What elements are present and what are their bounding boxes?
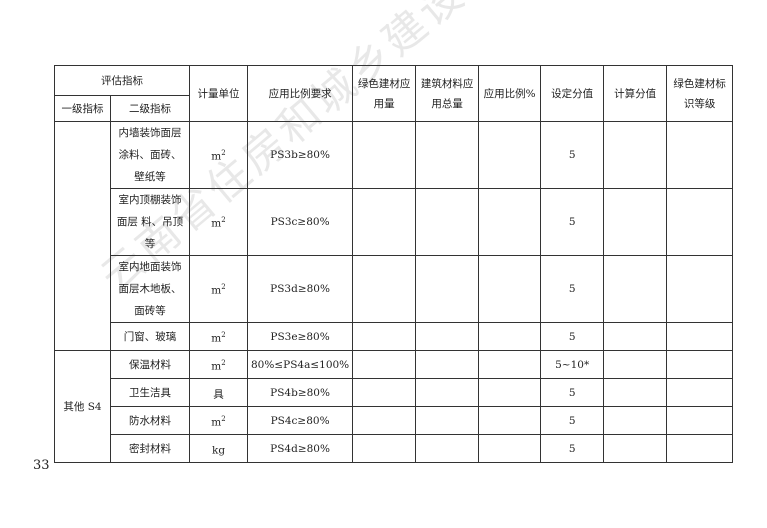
grade-cell bbox=[666, 378, 734, 407]
header-total-amount: 建筑材料应用总量 bbox=[415, 65, 480, 122]
set-score-cell: 5 bbox=[540, 434, 605, 463]
grade-cell bbox=[666, 434, 734, 463]
ratio-cell bbox=[478, 378, 542, 407]
green-amount-cell bbox=[352, 434, 417, 463]
header-ratio: 应用比例% bbox=[478, 65, 542, 122]
header-level2: 二级指标 bbox=[110, 95, 190, 122]
total-amount-cell bbox=[415, 121, 480, 189]
requirement-cell: PS4d≥80% bbox=[246, 434, 354, 463]
header-calc-score: 计算分值 bbox=[603, 65, 668, 122]
table-row: 其他 S4 保温材料 m2 80%≤PS4a≤100% 5~10* bbox=[54, 350, 734, 463]
header-unit: 计量单位 bbox=[189, 65, 248, 122]
requirement-cell: PS3e≥80% bbox=[246, 322, 354, 351]
requirement-cell: PS3b≥80% bbox=[246, 121, 354, 189]
green-amount-cell bbox=[352, 322, 417, 351]
unit-cell: kg bbox=[189, 434, 248, 463]
unit-cell: m2 bbox=[189, 350, 248, 379]
set-score-cell: 5~10* bbox=[540, 350, 605, 379]
level2-cell: 保温材料 bbox=[110, 350, 190, 379]
calc-score-cell bbox=[603, 188, 668, 256]
total-amount-cell bbox=[415, 434, 480, 463]
table-row: 防水材料 m2 PS4c≥80% 5 bbox=[55, 406, 734, 435]
header-grade: 绿色建材标识等级 bbox=[666, 65, 734, 122]
grade-cell bbox=[666, 350, 734, 379]
table-row: 密封材料 kg PS4d≥80% 5 bbox=[55, 434, 734, 463]
level2-cell: 室内顶棚装饰面层 料、吊顶等 bbox=[110, 188, 190, 256]
green-amount-cell bbox=[352, 188, 417, 256]
table-row: 门窗、玻璃 m2 PS3e≥80% 5 bbox=[55, 322, 734, 351]
ratio-cell bbox=[478, 255, 542, 323]
ratio-cell bbox=[478, 322, 542, 351]
green-amount-cell bbox=[352, 406, 417, 435]
page-number: 33 bbox=[33, 458, 50, 473]
header-green-amount: 绿色建材应用量 bbox=[352, 65, 417, 122]
unit-cell: m2 bbox=[189, 322, 248, 351]
grade-cell bbox=[666, 121, 734, 189]
level2-cell: 室内地面装饰面层木地板、面砖等 bbox=[110, 255, 190, 323]
set-score-cell: 5 bbox=[540, 188, 605, 256]
green-amount-cell bbox=[352, 350, 417, 379]
level1-cell: 其他 S4 bbox=[54, 350, 111, 463]
set-score-cell: 5 bbox=[540, 121, 605, 189]
set-score-cell: 5 bbox=[540, 378, 605, 407]
unit-cell: m2 bbox=[189, 406, 248, 435]
grade-cell bbox=[666, 406, 734, 435]
table-row: 室内地面装饰面层木地板、面砖等 m2 PS3d≥80% 5 bbox=[55, 255, 734, 323]
green-amount-cell bbox=[352, 255, 417, 323]
total-amount-cell bbox=[415, 406, 480, 435]
level2-cell: 门窗、玻璃 bbox=[110, 322, 190, 351]
evaluation-table: 评估指标 计量单位 应用比例要求 绿色建材应用量 建筑材料应用总量 应用比例% … bbox=[54, 65, 734, 463]
ratio-cell bbox=[478, 121, 542, 189]
set-score-cell: 5 bbox=[540, 406, 605, 435]
total-amount-cell bbox=[415, 378, 480, 407]
unit-cell: 具 bbox=[189, 378, 248, 407]
total-amount-cell bbox=[415, 322, 480, 351]
ratio-cell bbox=[478, 434, 542, 463]
level1-cell-empty bbox=[54, 121, 111, 351]
table-row: 室内顶棚装饰面层 料、吊顶等 m2 PS3c≥80% 5 bbox=[55, 188, 734, 256]
header-requirement: 应用比例要求 bbox=[246, 65, 354, 122]
level2-cell: 防水材料 bbox=[110, 406, 190, 435]
total-amount-cell bbox=[415, 350, 480, 379]
header-level1: 一级指标 bbox=[54, 95, 111, 122]
requirement-cell: PS4b≥80% bbox=[246, 378, 354, 407]
calc-score-cell bbox=[603, 255, 668, 323]
ratio-cell bbox=[478, 188, 542, 256]
requirement-cell: PS4c≥80% bbox=[246, 406, 354, 435]
calc-score-cell bbox=[603, 434, 668, 463]
table-row: 卫生洁具具 PS4b≥80% 5 bbox=[55, 378, 734, 407]
calc-score-cell bbox=[603, 378, 668, 407]
level2-cell: 内墙装饰面层涂料、面砖、壁纸等 bbox=[110, 121, 190, 189]
grade-cell bbox=[666, 322, 734, 351]
grade-cell bbox=[666, 188, 734, 256]
level2-cell: 卫生洁具 bbox=[110, 378, 190, 407]
calc-score-cell bbox=[603, 406, 668, 435]
requirement-cell: PS3d≥80% bbox=[246, 255, 354, 323]
calc-score-cell bbox=[603, 350, 668, 379]
calc-score-cell bbox=[603, 322, 668, 351]
total-amount-cell bbox=[415, 255, 480, 323]
green-amount-cell bbox=[352, 121, 417, 189]
header-set-score: 设定分值 bbox=[540, 65, 605, 122]
grade-cell bbox=[666, 255, 734, 323]
unit-cell: m2 bbox=[189, 121, 248, 189]
ratio-cell bbox=[478, 350, 542, 379]
unit-cell: m2 bbox=[189, 188, 248, 256]
set-score-cell: 5 bbox=[540, 255, 605, 323]
table-row: 内墙装饰面层涂料、面砖、壁纸等 m2 PS3b≥80% 5 bbox=[54, 121, 734, 351]
header-eval-index: 评估指标 bbox=[54, 65, 190, 96]
green-amount-cell bbox=[352, 378, 417, 407]
unit-cell: m2 bbox=[189, 255, 248, 323]
level2-cell: 密封材料 bbox=[110, 434, 190, 463]
total-amount-cell bbox=[415, 188, 480, 256]
ratio-cell bbox=[478, 406, 542, 435]
requirement-cell: PS3c≥80% bbox=[246, 188, 354, 256]
set-score-cell: 5 bbox=[540, 322, 605, 351]
calc-score-cell bbox=[603, 121, 668, 189]
requirement-cell: 80%≤PS4a≤100% bbox=[246, 350, 354, 379]
